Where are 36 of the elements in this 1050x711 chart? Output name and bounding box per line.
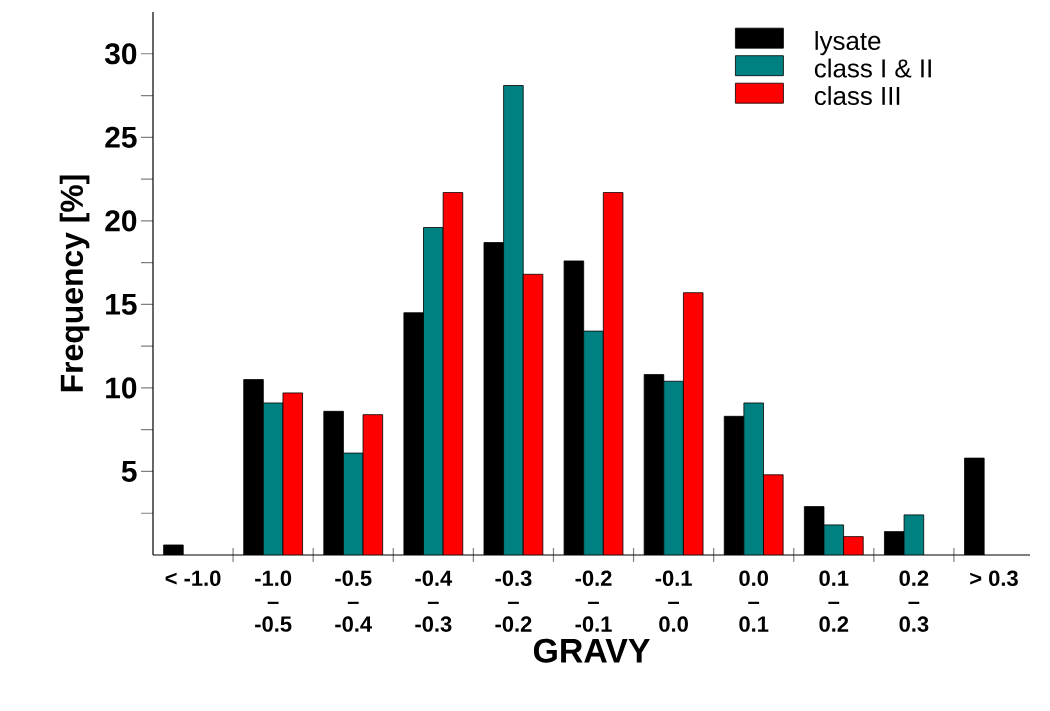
x-tick-label: -0.2 – -0.1 [575, 570, 612, 632]
bar [763, 474, 784, 555]
bar [523, 274, 543, 555]
bar [363, 414, 383, 555]
bar [503, 85, 524, 555]
x-axis-title: GRAVY [533, 638, 650, 663]
x-tick-label: 0.2 – 0.3 [899, 570, 929, 632]
x-tick-label: -0.3 – -0.2 [495, 570, 532, 632]
bar [743, 402, 764, 555]
y-tick-label: 5 [121, 461, 137, 482]
bar [282, 392, 303, 555]
x-tick-label: -0.4 – -0.3 [415, 570, 453, 632]
bar [443, 192, 463, 555]
y-tick-label: 25 [105, 126, 137, 148]
legend-label: lysate [815, 31, 881, 56]
y-tick-label: 30 [104, 43, 137, 65]
x-tick-label: 0.0 – 0.1 [739, 570, 769, 632]
x-tick-label: -1.0 – -0.5 [255, 570, 292, 632]
y-axis-title: Frequency [%] [59, 175, 90, 392]
x-tick-label: < -1.0 [165, 570, 221, 587]
y-tick-label: 20 [105, 210, 137, 232]
bar [263, 402, 283, 555]
bar [683, 292, 704, 555]
y-tick-label: 10 [106, 377, 137, 399]
legend-label: class I & II [814, 58, 931, 78]
bar [603, 192, 623, 555]
x-tick-label: -0.1 – 0.0 [655, 570, 692, 632]
x-tick-label: -0.5 – -0.4 [335, 570, 372, 632]
bar [583, 331, 604, 555]
legend-label: class III [814, 86, 900, 106]
bar [663, 381, 684, 555]
x-tick-label: > 0.3 [970, 570, 1018, 587]
x-tick-label: 0.1 – 0.2 [819, 570, 849, 632]
y-tick-label: 15 [106, 293, 137, 315]
bar [343, 453, 364, 555]
bar [423, 227, 444, 555]
